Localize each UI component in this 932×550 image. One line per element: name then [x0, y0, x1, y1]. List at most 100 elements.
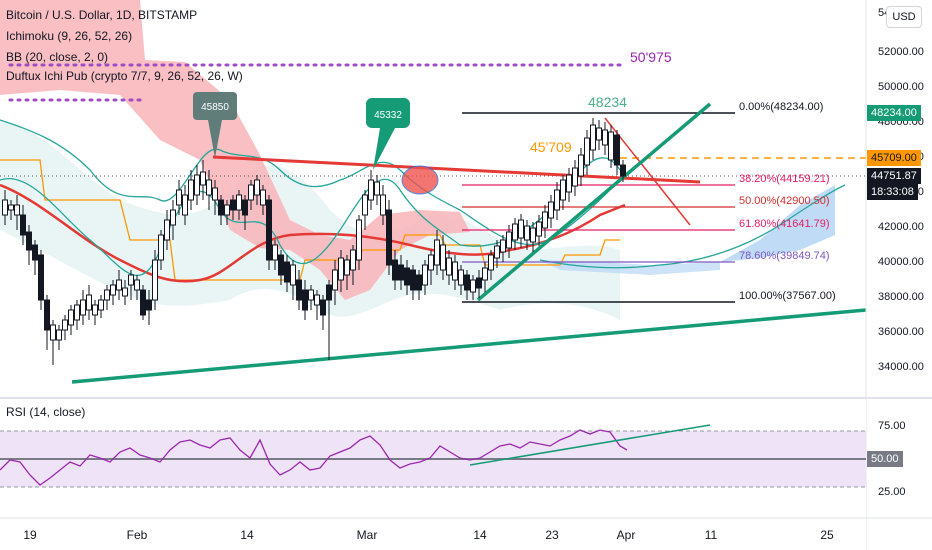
- candle-bullish: [470, 279, 476, 293]
- candle-bearish: [326, 284, 332, 301]
- orange-level-label: 45'709: [530, 139, 572, 155]
- candle-bearish: [26, 231, 32, 251]
- indicator-bollinger[interactable]: BB (20, close, 2, 0): [6, 50, 109, 64]
- candle-bullish: [434, 239, 440, 266]
- candle-bullish: [338, 257, 344, 281]
- candle-bearish: [140, 289, 146, 316]
- rsi-title: RSI (14, close): [6, 405, 85, 419]
- price-tick-label: 38000.00: [878, 291, 924, 303]
- callout-45850: [193, 92, 237, 158]
- candle-bearish: [302, 289, 308, 311]
- candle-bullish: [356, 219, 362, 261]
- candle-bullish: [362, 194, 368, 216]
- candle-bullish: [518, 219, 524, 239]
- rsi-line: [0, 429, 628, 486]
- candle-bullish: [428, 254, 434, 271]
- candle-bullish: [212, 187, 218, 201]
- candle-bullish: [590, 124, 596, 151]
- candle-bearish: [620, 164, 626, 177]
- candle-bullish: [188, 179, 194, 201]
- candle-bullish: [260, 189, 266, 206]
- rsi-trendline: [469, 424, 711, 466]
- currency-button[interactable]: USD: [886, 6, 922, 28]
- candle-bullish: [2, 199, 8, 216]
- candle-bullish: [182, 194, 188, 216]
- candle-bullish: [290, 264, 296, 286]
- time-tick-label: 19: [23, 528, 37, 542]
- indicator-ichimoku[interactable]: Ichimoku (9, 26, 52, 26): [6, 29, 133, 43]
- candle-bullish: [602, 129, 608, 146]
- candle-bearish: [44, 299, 50, 331]
- fib-label-618: 61.80%(41641.79): [739, 218, 830, 230]
- candle-bullish: [170, 209, 176, 226]
- callout-45850-label: 45850: [201, 102, 229, 113]
- time-tick-label: 11: [705, 528, 718, 542]
- candle-bearish: [284, 261, 290, 283]
- time-tick-label: 14: [240, 528, 254, 542]
- callout-45332-label: 45332: [374, 110, 402, 121]
- candle-bearish: [38, 254, 44, 301]
- candle-bullish: [524, 225, 530, 241]
- price-tick-label: 34000.00: [878, 361, 924, 373]
- candle-bullish: [110, 284, 116, 296]
- candle-bullish: [74, 304, 80, 321]
- callout-45332: [366, 98, 410, 170]
- candle-bullish: [68, 309, 74, 326]
- candle-bullish: [56, 329, 62, 341]
- candle-bullish: [86, 294, 92, 311]
- candle-bullish: [482, 267, 488, 281]
- candle-bearish: [398, 264, 404, 281]
- indicator-duftux[interactable]: Duftux Ichi Pub (crypto 7/7, 9, 26, 52, …: [6, 69, 243, 83]
- candle-bullish: [554, 189, 560, 211]
- candle-bullish: [572, 167, 578, 187]
- candle-bullish: [512, 223, 518, 241]
- price-tick-label: 40000.00: [878, 256, 924, 268]
- candle-bullish: [374, 181, 380, 196]
- candle-bullish: [350, 249, 356, 271]
- candle-bullish: [506, 231, 512, 249]
- fib-label-786: 78.60%(39849.74): [739, 250, 830, 262]
- candle-bearish: [146, 299, 152, 311]
- candle-bullish: [200, 171, 206, 186]
- candle-bearish: [392, 259, 398, 281]
- candle-bullish: [608, 131, 614, 161]
- candle-bullish: [98, 299, 104, 311]
- fib-label-0: 0.00%(48234.00): [739, 101, 823, 113]
- candle-bullish: [236, 194, 242, 211]
- purple-level-label: 50'975: [630, 49, 672, 65]
- current-price-tag: 44751.87: [867, 168, 921, 184]
- fib-level-price-tag: 45709.00: [867, 150, 921, 166]
- price-tick-label: 52000.00: [878, 46, 924, 58]
- countdown-tag: 18:33:08: [867, 184, 918, 200]
- time-axis[interactable]: [0, 519, 866, 550]
- candle-bearish: [404, 267, 410, 286]
- candle-bullish: [206, 179, 212, 196]
- candle-bullish: [104, 289, 110, 301]
- moving-average-red: [0, 183, 626, 283]
- time-tick-label: 14: [473, 528, 487, 542]
- candle-bullish: [254, 179, 260, 196]
- candle-bullish: [332, 269, 338, 291]
- candle-bullish: [578, 154, 584, 177]
- candle-bullish: [248, 184, 254, 201]
- candle-bearish: [410, 269, 416, 291]
- candle-bullish: [536, 221, 542, 237]
- price-tick-label: 42000.00: [878, 221, 924, 233]
- candle-bearish: [296, 279, 302, 301]
- candle-bullish: [272, 244, 278, 261]
- candle-bullish: [314, 294, 320, 306]
- candle-bullish: [584, 137, 590, 166]
- time-tick-label: Feb: [127, 528, 148, 542]
- time-tick-label: Mar: [357, 528, 378, 542]
- candle-bullish: [116, 279, 122, 291]
- green-support-trendline: [71, 308, 866, 384]
- high-label: 48234: [588, 94, 627, 110]
- rsi-tick-25: 25.00: [878, 486, 906, 498]
- candle-bullish: [224, 204, 230, 216]
- symbol-title[interactable]: Bitcoin / U.S. Dollar, 1D, BITSTAMP: [6, 8, 198, 22]
- fib-label-382: 38.20%(44159.21): [739, 173, 830, 185]
- candle-bullish: [494, 245, 500, 259]
- candle-bearish: [20, 214, 26, 236]
- time-tick-label: Apr: [617, 528, 636, 542]
